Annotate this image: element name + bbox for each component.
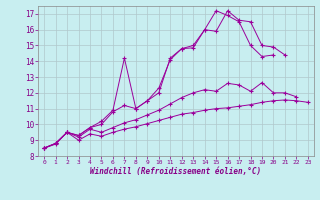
X-axis label: Windchill (Refroidissement éolien,°C): Windchill (Refroidissement éolien,°C) xyxy=(91,167,261,176)
